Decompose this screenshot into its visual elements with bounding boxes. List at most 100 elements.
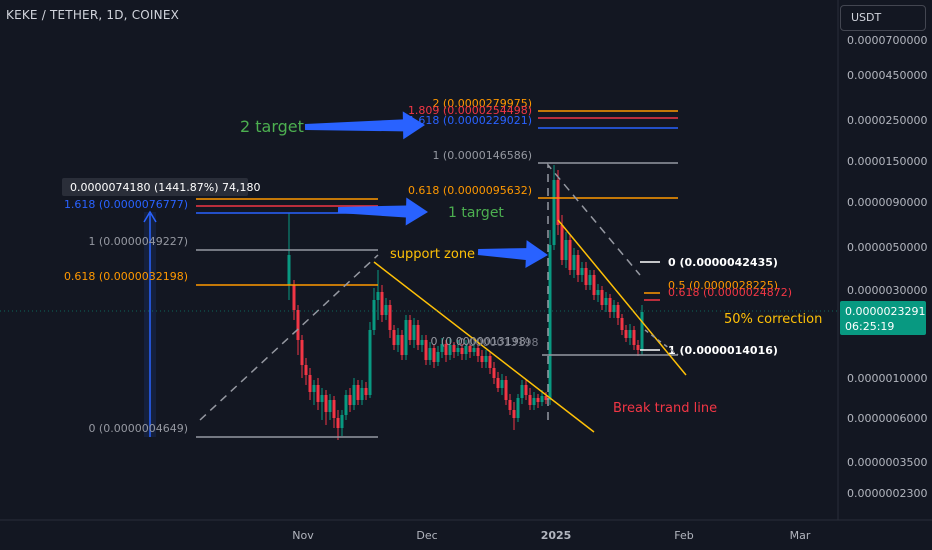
candle-body: [352, 385, 356, 405]
candle-body: [588, 275, 592, 285]
candle-body: [452, 345, 456, 352]
candle-body: [504, 380, 508, 400]
candle-body: [596, 290, 600, 295]
arrow-shape: [477, 240, 549, 269]
candle-body: [484, 356, 488, 362]
candle-body: [560, 225, 564, 260]
price-tick-label: 0.0000150000: [847, 155, 927, 168]
fib-left-label: 0 (0.0000004649): [88, 422, 188, 435]
candle-body: [540, 396, 544, 402]
candle-body: [296, 310, 300, 340]
candle-body: [320, 395, 324, 402]
measure-arrow-head: [143, 210, 157, 223]
candle-body: [444, 344, 448, 355]
fib-right-label: 1 (0.0000014016): [668, 344, 778, 357]
candle-body: [304, 365, 308, 375]
candle-body: [360, 388, 364, 400]
candle-body: [524, 385, 528, 395]
candle-body: [640, 312, 644, 350]
candle-body: [448, 345, 452, 355]
candle-body: [576, 255, 580, 275]
fib-middle-label: 0.618 (0.0000095632): [408, 184, 532, 197]
candle-body: [520, 385, 524, 398]
candle-body: [356, 385, 360, 400]
candle-body: [404, 320, 408, 355]
fib-middle-label: 2 (0.0000279975): [432, 97, 532, 110]
last-price-countdown: 06:25:19: [845, 320, 894, 333]
price-tick-label: 0.0000002300: [847, 487, 927, 500]
candle-body: [376, 292, 380, 300]
candle-body: [488, 356, 492, 368]
candle-body: [564, 240, 568, 260]
candle-body: [624, 330, 628, 338]
measure-label-box: [62, 178, 248, 196]
candle-body: [608, 298, 612, 312]
candles-group: [287, 165, 644, 440]
arrow-shape: [337, 197, 428, 226]
candle-body: [604, 298, 608, 305]
target2-arrow: [304, 111, 426, 140]
projection-line-1: [199, 254, 379, 421]
candle-body: [628, 330, 632, 338]
candle-body: [388, 305, 392, 330]
price-tick-label: 0.0000010000: [847, 372, 927, 385]
time-tick-label: Feb: [674, 529, 693, 542]
candle-body: [532, 398, 536, 405]
candle-body: [592, 275, 596, 295]
candle-body: [508, 400, 512, 410]
fib-right-label: 0.618 (0.0000024872): [668, 286, 792, 299]
trend-line-jan: [557, 219, 687, 376]
time-tick-label: 2025: [541, 529, 572, 542]
candle-body: [476, 348, 480, 356]
fib-middle-label: 0 (0.0000013198): [430, 335, 530, 348]
candle-body: [612, 305, 616, 312]
candle-body: [516, 398, 520, 418]
candle-body: [544, 396, 548, 400]
candle-body: [472, 348, 476, 352]
last-price-value: 0.0000023291: [845, 305, 925, 318]
candle-body: [412, 325, 416, 340]
candle-body: [580, 268, 584, 275]
time-tick-label: Nov: [292, 529, 314, 542]
candle-body: [300, 340, 304, 365]
candle-body: [392, 330, 396, 345]
fib-right-label: 0 (0.0000042435): [668, 256, 778, 269]
candle-body: [340, 415, 344, 428]
candle-body: [468, 346, 472, 352]
trend-line-dec: [373, 261, 595, 433]
candle-body: [400, 335, 404, 355]
candle-body: [312, 385, 316, 392]
candle-body: [500, 380, 504, 388]
candle-body: [328, 400, 332, 412]
price-tick-label: 0.0000250000: [847, 114, 927, 127]
currency-button[interactable]: USDT: [840, 5, 926, 31]
candle-body: [584, 268, 588, 285]
candle-body: [440, 344, 444, 352]
candle-body: [436, 352, 440, 362]
candle-body: [428, 348, 432, 360]
annotation-label: 2 target: [240, 117, 304, 136]
candle-body: [308, 375, 312, 392]
candle-body: [292, 285, 296, 310]
fib-left-label: 0.618 (0.0000032198): [64, 270, 188, 283]
price-tick-label: 0.0000006000: [847, 412, 927, 425]
candle-body: [420, 340, 424, 345]
candle-body: [480, 356, 484, 362]
candle-body: [380, 292, 384, 315]
candle-body: [348, 395, 352, 405]
measure-label: 0.0000074180 (1441.87%) 74,180: [70, 181, 261, 194]
candle-body: [396, 335, 400, 345]
price-tick-label: 0.0000700000: [847, 34, 927, 47]
candle-body: [552, 180, 556, 245]
candle-body: [572, 255, 576, 270]
candle-body: [416, 325, 420, 345]
candle-body: [368, 330, 372, 395]
price-tick-label: 0.0000050000: [847, 241, 927, 254]
candle-body: [364, 388, 368, 395]
candle-body: [636, 345, 640, 350]
fib-right-label: 0.5 (0.0000028225): [668, 279, 778, 292]
time-tick-label: Dec: [416, 529, 437, 542]
candle-body: [408, 320, 412, 340]
